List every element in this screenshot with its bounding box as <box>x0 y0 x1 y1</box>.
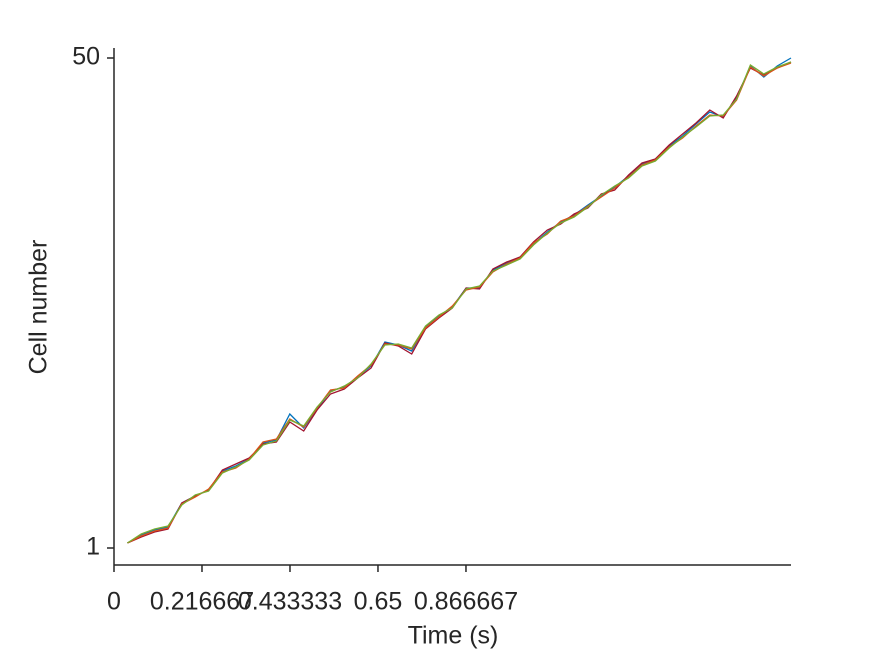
x-tick-label: 0 <box>107 588 121 616</box>
x-tick-label: 0.433333 <box>238 588 342 616</box>
y-axis-label: Cell number <box>25 240 53 375</box>
y-tick-label: 1 <box>86 533 100 561</box>
x-axis-label: Time (s) <box>408 622 499 650</box>
y-tick-label: 50 <box>72 43 100 71</box>
x-tick-label: 0.216667 <box>150 588 254 616</box>
x-tick-label: 0.65 <box>354 588 403 616</box>
x-tick-label: 0.866667 <box>414 588 518 616</box>
data-line <box>127 61 792 544</box>
